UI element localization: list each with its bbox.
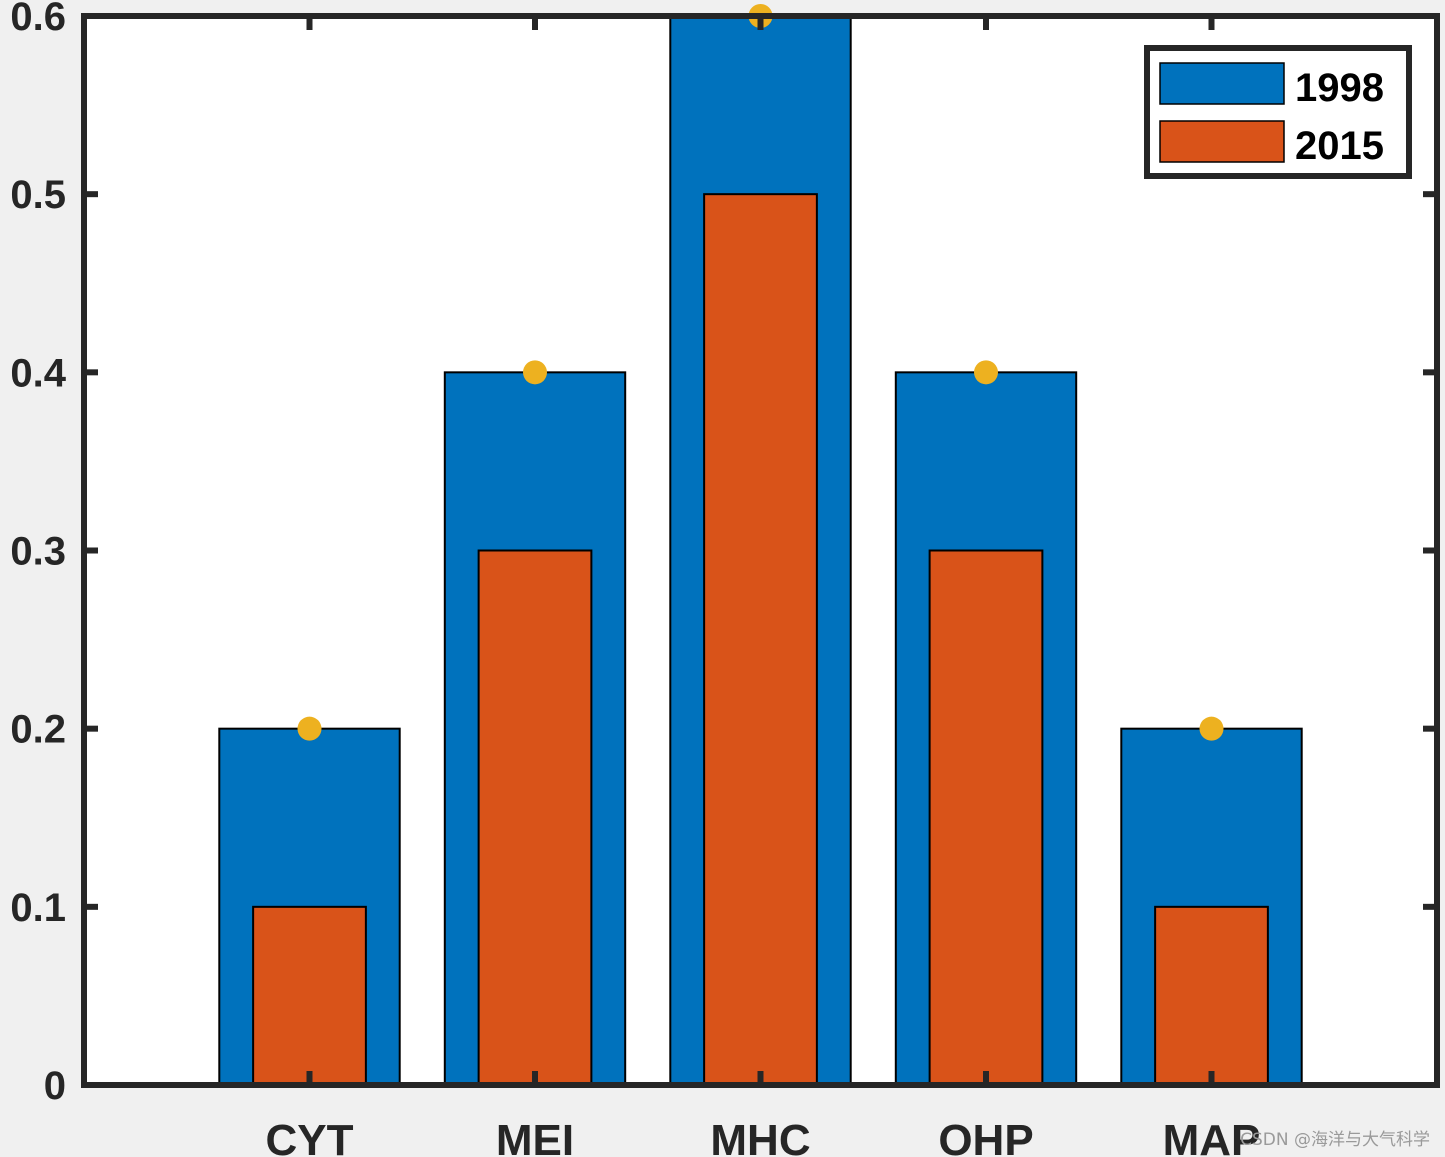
legend: 1998 2015 [1144,45,1412,179]
legend-swatch-2015 [1159,120,1285,163]
y-tick-label-0.3: 0.3 [10,530,66,574]
bar-2015-MAP [1154,905,1269,1086]
y-tick-label-0.2: 0.2 [10,708,66,752]
bar-2015-MEI [477,549,593,1086]
marker-point-OHP [974,360,998,385]
y-tick-label-0: 0 [44,1064,66,1108]
bar-2015-MHC [703,193,818,1086]
legend-label-1998: 1998 [1295,66,1384,110]
bar-2015-CYT [252,905,367,1086]
marker-point-CYT [297,716,322,741]
x-tick-label-CYT: CYT [266,1116,354,1157]
x-tick-labels: CYT MEI MHC OHP MAP [266,1116,1261,1157]
watermark: CSDN @海洋与大气科学 [1240,1130,1430,1150]
x-tick-label-MEI: MEI [496,1116,574,1157]
x-tick-label-MHC: MHC [710,1116,810,1157]
marker-point-MEI [523,360,547,385]
x-tick-label-MAP: MAP [1163,1116,1261,1157]
y-tick-label-0.4: 0.4 [10,351,66,395]
markers-layer [297,4,1224,741]
x-tick-label-OHP: OHP [938,1116,1033,1157]
bar-2015-OHP [928,549,1044,1086]
y-tick-label-0.1: 0.1 [10,886,66,930]
legend-swatch-1998 [1159,62,1285,105]
y-tick-label-0.6: 0.6 [10,0,66,39]
legend-label-2015: 2015 [1295,124,1384,168]
y-tick-label-0.5: 0.5 [10,173,66,217]
bars-layer [218,15,1303,1087]
y-tick-labels: 0 0.1 0.2 0.3 0.4 0.5 0.6 [10,0,66,1108]
ticks-layer [84,13,1437,1088]
marker-point-MAP [1199,716,1224,741]
